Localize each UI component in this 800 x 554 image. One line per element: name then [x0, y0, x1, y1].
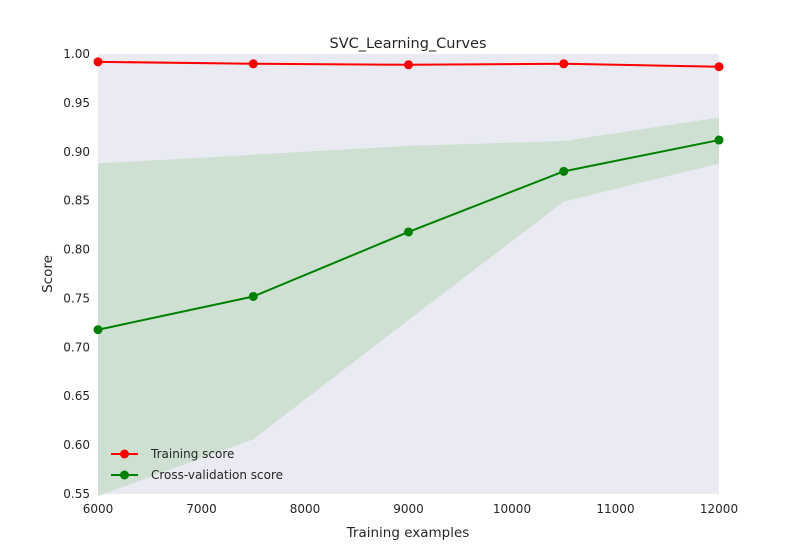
y-axis-ticks: 0.55 0.60 0.65 0.70 0.75 0.80 0.85 0.90 0.95 1.00 — [63, 47, 90, 501]
point-series-0-0 — [93, 57, 103, 67]
point-series-1-2 — [404, 227, 413, 237]
point-series-1-1 — [248, 291, 258, 301]
y-tick-label-2: 0.65 — [63, 389, 90, 403]
legend-marker-1 — [120, 470, 129, 480]
legend-label-0: Training score — [150, 447, 234, 461]
x-tick-label-1: 7000 — [186, 502, 217, 516]
x-tick-label-0: 6000 — [83, 502, 114, 516]
point-series-0-2 — [404, 60, 413, 70]
point-series-1-0 — [93, 325, 103, 335]
y-tick-label-5: 0.80 — [63, 243, 90, 257]
confidence-bands — [98, 61, 719, 496]
legend-label-1: Cross-validation score — [151, 468, 283, 482]
point-series-0-3 — [559, 59, 569, 69]
point-series-0-1 — [248, 59, 258, 69]
x-tick-label-3: 9000 — [393, 502, 424, 516]
x-axis-ticks: 6000 7000 8000 9000 10000 11000 12000 — [83, 502, 738, 516]
y-tick-label-6: 0.85 — [63, 194, 90, 208]
point-series-0-4 — [714, 62, 724, 72]
x-tick-label-4: 10000 — [493, 502, 531, 516]
x-axis-title: Training examples — [346, 525, 470, 541]
y-tick-label-8: 0.95 — [63, 96, 90, 110]
x-tick-label-5: 11000 — [596, 502, 634, 516]
chart-title: SVC_Learning_Curves — [329, 36, 486, 52]
band-series-1 — [98, 117, 719, 496]
x-tick-label-6: 12000 — [700, 502, 738, 516]
legend: Training score Cross-validation score — [111, 447, 283, 482]
x-tick-label-2: 8000 — [290, 502, 321, 516]
legend-marker-0 — [120, 449, 129, 459]
y-axis-title: Score — [40, 255, 56, 293]
y-tick-label-0: 0.55 — [63, 487, 90, 501]
series-points — [93, 57, 724, 335]
point-series-1-4 — [714, 135, 724, 145]
point-series-1-3 — [559, 166, 569, 176]
y-tick-label-3: 0.70 — [63, 340, 90, 354]
y-tick-label-1: 0.60 — [63, 438, 90, 452]
y-tick-label-9: 1.00 — [63, 47, 90, 61]
y-tick-label-4: 0.75 — [63, 291, 90, 305]
y-tick-label-7: 0.90 — [63, 145, 90, 159]
